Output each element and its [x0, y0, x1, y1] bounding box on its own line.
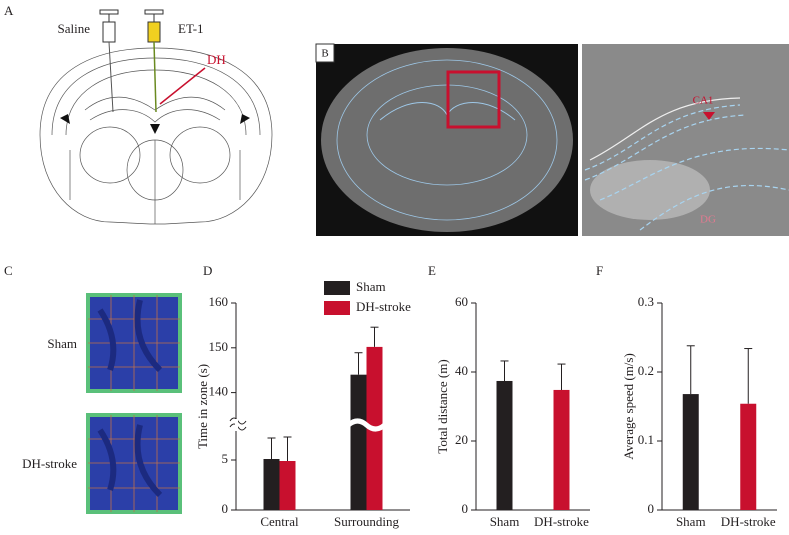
syringes [99, 9, 206, 113]
y-tick-label: 5 [222, 451, 229, 466]
y-tick-label: 0 [222, 501, 229, 516]
syringe-label: Saline [58, 21, 91, 36]
y-tick-label: 0.3 [638, 294, 654, 309]
mri-image [315, 43, 789, 236]
x-tick-label: Surrounding [334, 514, 400, 529]
axis-break-gap [235, 419, 238, 431]
region-label: DH [207, 52, 226, 67]
panel-label: C [4, 263, 13, 278]
bar [279, 461, 296, 510]
y-tick-label: 40 [455, 363, 468, 378]
y-axis-label: Total distance (m) [435, 359, 450, 453]
panel-label: E [428, 263, 436, 278]
panel-label: A [4, 3, 14, 18]
bar [740, 403, 757, 510]
syringe-label: ET-1 [178, 21, 204, 36]
x-tick-label: Sham [676, 514, 706, 529]
y-tick-label: 20 [455, 432, 468, 447]
bar [553, 389, 570, 510]
row-label: Sham [47, 336, 77, 351]
legend-label: DH-stroke [356, 299, 411, 314]
row-label: DH-stroke [22, 456, 77, 471]
y-axis-label: Time in zone (s) [195, 364, 210, 449]
panel-label: F [596, 263, 603, 278]
legend-label: Sham [356, 279, 386, 294]
region-label: CA1 [693, 95, 714, 107]
brain-atlas [39, 47, 273, 225]
legend-swatch [324, 281, 350, 295]
panel-label: D [203, 263, 212, 278]
y-tick-label: 0.2 [638, 363, 654, 378]
y-tick-label: 0 [462, 501, 469, 516]
bar [350, 374, 367, 510]
region-label: DG [700, 214, 716, 226]
x-tick-label: Sham [490, 514, 520, 529]
x-tick-label: Central [260, 514, 299, 529]
y-tick-label: 0.1 [638, 432, 654, 447]
panel-label: B [321, 48, 328, 60]
y-tick-label: 150 [209, 339, 229, 354]
y-tick-label: 60 [455, 294, 468, 309]
legend-swatch [324, 301, 350, 315]
y-tick-label: 0 [648, 501, 655, 516]
y-tick-label: 160 [209, 294, 229, 309]
x-tick-label: DH-stroke [534, 514, 589, 529]
x-tick-label: DH-stroke [721, 514, 776, 529]
heatmaps [86, 293, 182, 514]
y-axis-label: Average speed (m/s) [621, 353, 636, 460]
y-tick-label: 140 [209, 384, 229, 399]
bar [496, 380, 513, 510]
bar [682, 394, 699, 510]
bar [263, 459, 280, 510]
bar-break [346, 418, 387, 432]
